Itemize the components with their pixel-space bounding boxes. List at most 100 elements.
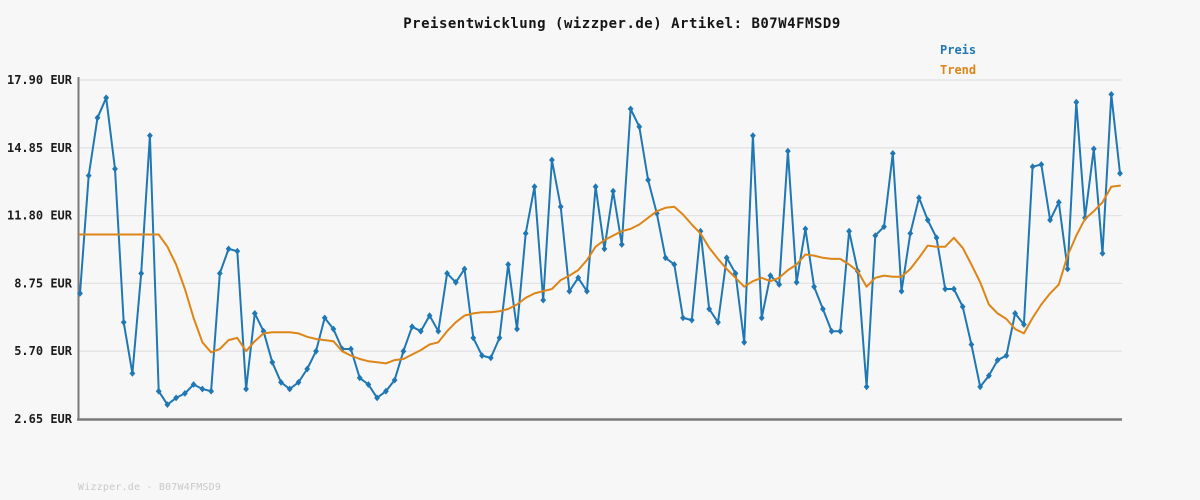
- page-title: Preisentwicklung (wizzper.de) Artikel: B…: [403, 16, 841, 32]
- data-point-marker: [680, 314, 686, 322]
- data-point-marker: [986, 372, 992, 380]
- data-point-marker: [697, 227, 704, 235]
- data-point-marker: [321, 314, 328, 322]
- data-point-marker: [636, 123, 643, 131]
- data-point-marker: [1073, 98, 1080, 106]
- data-point-marker: [330, 325, 337, 333]
- data-point-marker: [417, 327, 424, 335]
- gridlines: [79, 79, 1122, 420]
- data-point-marker: [977, 383, 984, 391]
- data-point-marker: [758, 314, 765, 322]
- legend-item-preis: Preis: [940, 43, 977, 57]
- data-point-marker: [916, 194, 922, 202]
- data-point-marker: [933, 234, 940, 242]
- axes: [77, 77, 1122, 421]
- data-point-marker: [234, 247, 241, 255]
- data-point-marker: [199, 385, 206, 393]
- data-point-marker: [994, 356, 1001, 364]
- legend-item-trend: Trend: [940, 63, 977, 77]
- data-point-marker: [164, 401, 171, 408]
- data-point-marker: [566, 287, 573, 295]
- chart-legend: Preis Trend: [940, 40, 976, 80]
- data-point-marker: [173, 394, 179, 402]
- y-tick-label: 14.85 EUR: [7, 141, 73, 155]
- data-point-marker: [155, 387, 162, 395]
- data-point-marker: [514, 325, 520, 333]
- data-point-marker: [1038, 161, 1045, 168]
- data-point-marker: [461, 265, 468, 273]
- data-point-marker: [802, 225, 809, 233]
- data-point-marker: [383, 387, 389, 395]
- data-point-marker: [898, 287, 905, 295]
- data-point-marker: [295, 378, 302, 386]
- data-point-marker: [426, 312, 433, 319]
- data-point-marker: [225, 245, 232, 253]
- data-point-marker: [907, 230, 914, 237]
- data-point-marker: [863, 383, 870, 391]
- data-point-marker: [1012, 310, 1018, 317]
- data-point-marker: [540, 296, 547, 304]
- data-point-marker: [846, 227, 852, 235]
- data-point-marker: [1117, 170, 1123, 177]
- data-point-marker: [182, 390, 188, 397]
- data-point-marker: [688, 316, 695, 324]
- data-point-marker: [120, 318, 127, 326]
- data-point-marker: [776, 281, 783, 288]
- data-point-marker: [872, 232, 879, 239]
- data-point-marker: [820, 305, 826, 313]
- data-point-marker: [889, 150, 896, 157]
- data-point-marker: [557, 203, 564, 211]
- data-point-marker: [409, 323, 415, 331]
- data-point-marker: [1003, 352, 1010, 359]
- data-point-marker: [348, 345, 354, 353]
- data-point-marker: [1047, 216, 1053, 224]
- data-point-marker: [767, 272, 774, 279]
- data-point-marker: [374, 394, 380, 402]
- data-point-marker: [1099, 250, 1106, 257]
- watermark-text: Wizzper.de - B07W4FMSD9: [78, 482, 222, 493]
- data-point-marker: [959, 303, 966, 311]
- data-point-marker: [1090, 145, 1097, 153]
- data-point-marker: [627, 105, 634, 113]
- data-point-marker: [356, 374, 363, 382]
- data-point-marker: [190, 381, 197, 388]
- data-point-marker: [479, 352, 485, 359]
- data-point-marker: [365, 381, 372, 388]
- trend-series: [79, 184, 1121, 365]
- data-point-marker: [531, 183, 538, 191]
- data-point-marker: [750, 132, 756, 139]
- data-point-marker: [968, 341, 975, 348]
- data-point-marker: [243, 385, 249, 393]
- data-point-marker: [129, 370, 136, 377]
- data-point-marker: [1055, 198, 1062, 206]
- y-tick-label: 5.70 EUR: [14, 344, 73, 358]
- preis-markers: [77, 91, 1123, 408]
- y-tick-label: 2.65 EUR: [14, 412, 73, 426]
- data-point-marker: [452, 278, 459, 286]
- data-point-marker: [339, 345, 346, 353]
- data-point-marker: [618, 241, 625, 248]
- data-point-marker: [828, 327, 835, 335]
- data-point-marker: [645, 176, 651, 184]
- data-point-marker: [435, 327, 442, 335]
- data-point-marker: [138, 270, 145, 277]
- data-point-marker: [391, 376, 398, 384]
- data-point-marker: [470, 334, 477, 342]
- data-point-marker: [85, 172, 92, 179]
- data-point-marker: [662, 254, 669, 262]
- y-axis-tick-labels: 17.90 EUR 14.85 EUR 11.80 EUR 8.75 EUR 5.70 …: [7, 73, 73, 426]
- data-point-marker: [522, 230, 529, 237]
- data-point-marker: [103, 94, 110, 102]
- data-point-marker: [1029, 163, 1036, 171]
- data-point-marker: [147, 132, 153, 139]
- data-point-marker: [1108, 91, 1115, 98]
- data-point-marker: [785, 147, 791, 155]
- data-point-marker: [278, 378, 284, 386]
- data-point-marker: [837, 327, 844, 335]
- data-point-marker: [286, 385, 293, 393]
- data-point-marker: [505, 261, 512, 268]
- data-point-marker: [610, 187, 616, 195]
- data-point-marker: [951, 285, 957, 293]
